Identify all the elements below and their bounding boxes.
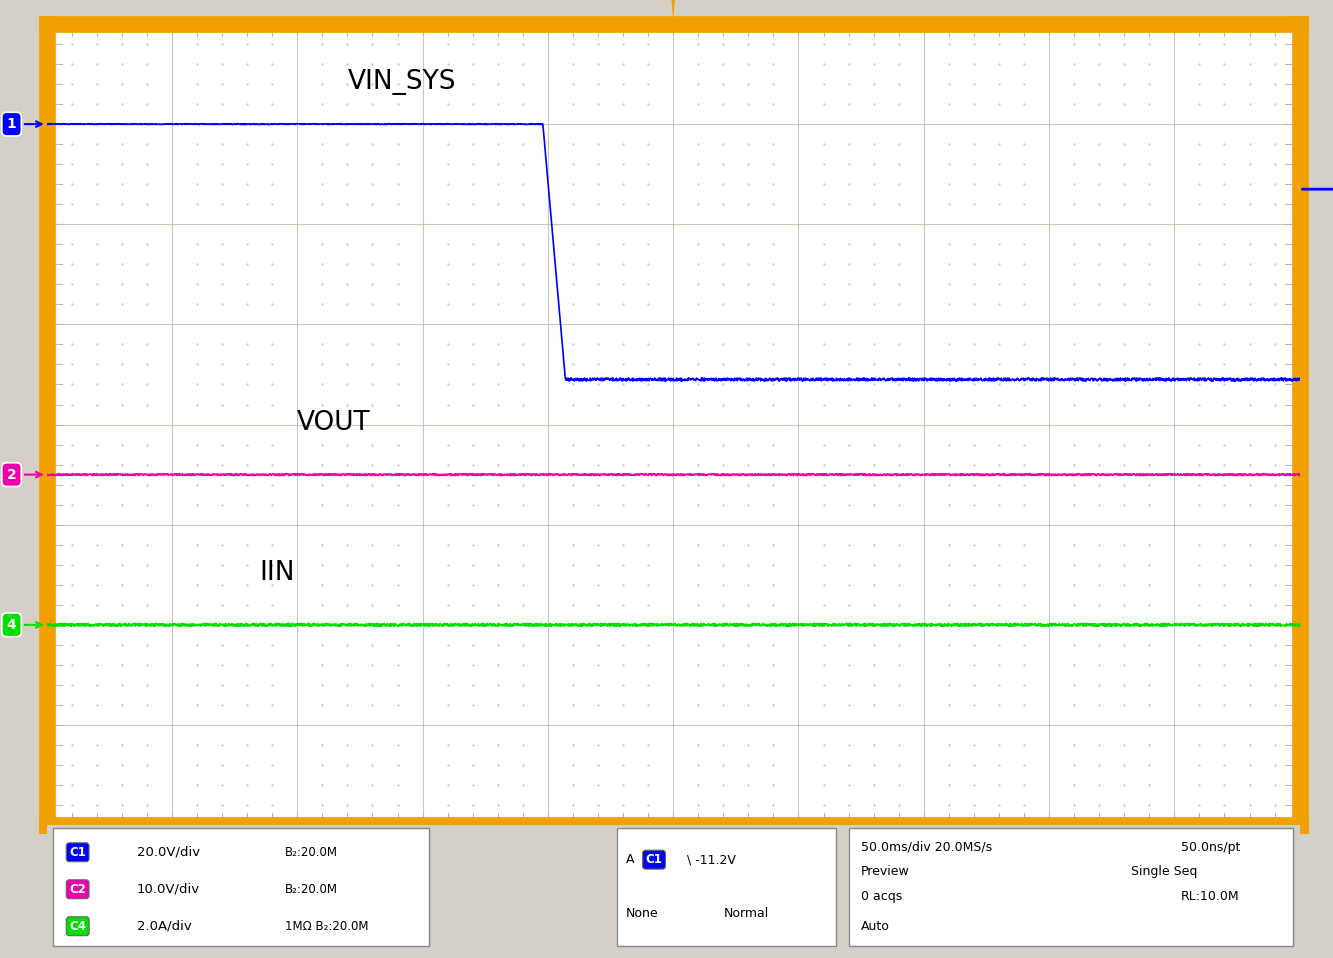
Text: C4: C4 xyxy=(69,920,87,933)
Text: None: None xyxy=(625,907,659,921)
Text: B₂:20.0M: B₂:20.0M xyxy=(285,882,337,896)
Text: 2: 2 xyxy=(7,468,41,482)
FancyBboxPatch shape xyxy=(617,828,836,946)
Text: VIN_SYS: VIN_SYS xyxy=(348,69,456,95)
Text: 20.0V/div: 20.0V/div xyxy=(137,846,200,858)
Text: C1: C1 xyxy=(69,846,87,858)
Text: Preview: Preview xyxy=(861,865,910,878)
Text: VOUT: VOUT xyxy=(297,409,371,436)
Text: Normal: Normal xyxy=(724,907,769,921)
Text: C2: C2 xyxy=(69,882,87,896)
Text: RL:10.0M: RL:10.0M xyxy=(1181,890,1240,903)
Text: 2.0A/div: 2.0A/div xyxy=(137,920,192,933)
Text: 50.0ns/pt: 50.0ns/pt xyxy=(1181,841,1240,854)
Text: Single Seq: Single Seq xyxy=(1130,865,1197,878)
FancyBboxPatch shape xyxy=(849,828,1293,946)
FancyBboxPatch shape xyxy=(53,828,429,946)
Text: \ -11.2V: \ -11.2V xyxy=(684,854,736,866)
Text: IIN: IIN xyxy=(260,559,295,585)
Text: 1MΩ B₂:20.0M: 1MΩ B₂:20.0M xyxy=(285,920,368,933)
Text: 4: 4 xyxy=(7,618,41,632)
Text: A: A xyxy=(625,854,635,866)
Text: Auto: Auto xyxy=(861,920,890,933)
Text: 50.0ms/div 20.0MS/s: 50.0ms/div 20.0MS/s xyxy=(861,841,992,854)
Text: 1: 1 xyxy=(7,117,41,131)
Text: C1: C1 xyxy=(645,854,663,866)
Text: 0 acqs: 0 acqs xyxy=(861,890,902,903)
Text: B₂:20.0M: B₂:20.0M xyxy=(285,846,337,858)
Text: 10.0V/div: 10.0V/div xyxy=(137,882,200,896)
